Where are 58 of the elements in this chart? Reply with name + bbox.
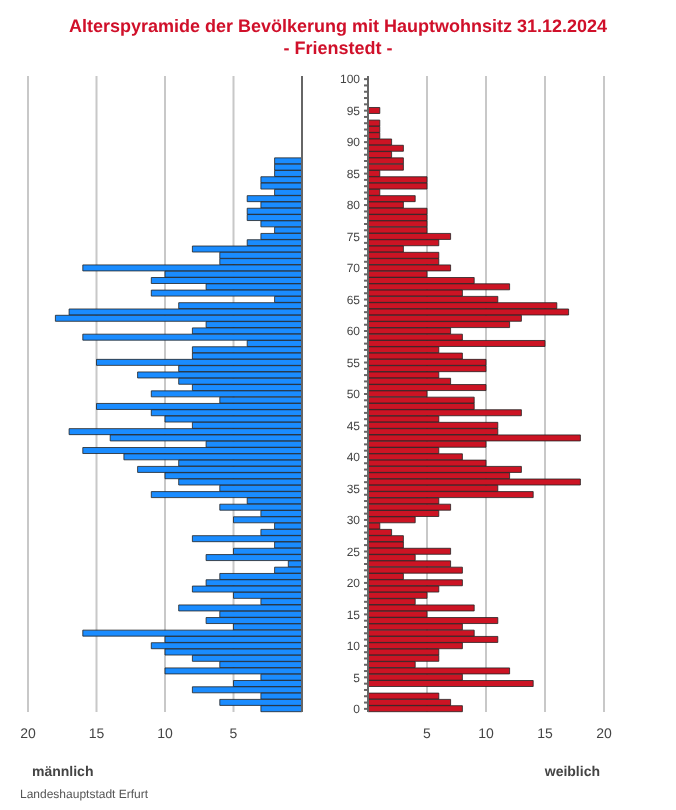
bar	[219, 699, 302, 706]
bar	[82, 264, 302, 272]
bar	[368, 478, 581, 486]
bar	[368, 283, 510, 291]
bar	[368, 491, 534, 498]
bar	[82, 629, 302, 637]
bar	[368, 667, 510, 675]
bar	[96, 403, 302, 410]
bar	[55, 314, 302, 322]
bar	[274, 157, 302, 165]
bar	[368, 308, 569, 316]
bar	[368, 654, 440, 662]
bar	[137, 371, 302, 379]
bar	[192, 535, 302, 543]
bar	[219, 503, 302, 511]
bar	[368, 547, 451, 555]
bar	[205, 617, 302, 624]
bar	[192, 585, 302, 593]
bar	[260, 182, 302, 190]
bar	[68, 428, 302, 436]
bar	[368, 157, 404, 165]
text: Alterspyramide der Bevölkerung mit Hauptwohnsitz 31.12.2024 - Frienstedt -	[66, 16, 610, 60]
bar	[368, 340, 546, 347]
bar	[246, 214, 302, 221]
bar	[368, 636, 499, 643]
bar	[368, 604, 475, 612]
bar	[368, 617, 499, 624]
bar	[192, 686, 302, 694]
bar	[192, 245, 302, 253]
bar	[150, 277, 302, 284]
bar	[368, 384, 487, 391]
bar	[150, 390, 302, 398]
bar	[82, 447, 302, 454]
bar	[164, 667, 302, 675]
bar	[368, 365, 487, 373]
bar	[368, 163, 404, 171]
bar	[246, 195, 302, 203]
bar	[178, 604, 302, 612]
bar	[150, 289, 302, 297]
bar	[368, 182, 428, 190]
bar	[82, 333, 302, 341]
bar	[368, 144, 404, 152]
bar	[137, 466, 302, 473]
bar	[233, 516, 302, 524]
bar	[368, 264, 451, 272]
bar	[368, 579, 463, 587]
bar	[368, 566, 463, 574]
bar	[368, 434, 581, 442]
bar	[205, 554, 302, 561]
bar	[368, 195, 416, 203]
bar	[368, 107, 381, 114]
bar	[368, 396, 475, 404]
bar	[368, 119, 381, 127]
bar	[368, 409, 522, 417]
bar	[150, 491, 302, 498]
bar	[96, 358, 302, 366]
bar	[368, 680, 534, 687]
bar	[368, 705, 463, 713]
